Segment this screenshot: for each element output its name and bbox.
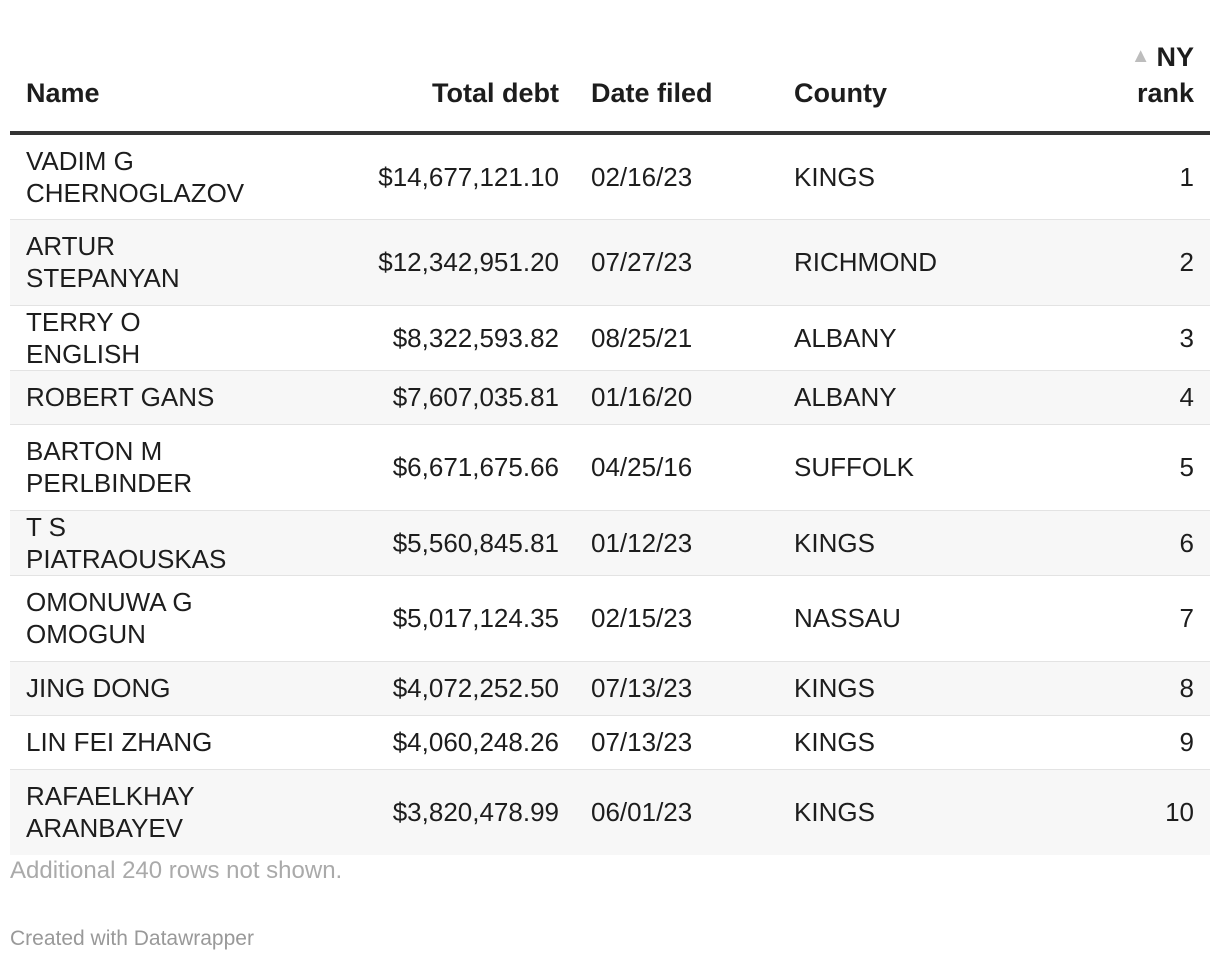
- table-row: JING DONG $4,072,252.50 07/13/23 KINGS 8: [10, 661, 1210, 716]
- table-row: BARTON M PERLBINDER $6,671,675.66 04/25/16…: [10, 424, 1210, 511]
- table-cell-total-debt: $12,342,951.20: [310, 219, 575, 306]
- column-header-ny-rank[interactable]: ▲ NY rank: [1038, 0, 1210, 135]
- table-cell-date-filed: 07/13/23: [575, 661, 778, 716]
- table-row: RAFAELKHAY ARANBAYEV $3,820,478.99 06/01/2…: [10, 769, 1210, 855]
- table-cell-ny-rank: 7: [1038, 575, 1210, 662]
- table-header: Name Total debt Date filed County ▲ NY ran…: [10, 0, 1210, 135]
- table-row: ROBERT GANS $7,607,035.81 01/16/20 ALBANY 4: [10, 370, 1210, 425]
- table-cell-name: VADIM G CHERNOGLAZOV: [10, 133, 310, 220]
- column-header-name-label: Name: [26, 78, 100, 108]
- table-cell-ny-rank: 5: [1038, 424, 1210, 511]
- table-cell-total-debt: $4,060,248.26: [310, 715, 575, 770]
- table-cell-total-debt: $6,671,675.66: [310, 424, 575, 511]
- datawrapper-credit[interactable]: Created with Datawrapper: [10, 927, 254, 950]
- table-cell-ny-rank: 1: [1038, 133, 1210, 220]
- table-row: ARTUR STEPANYAN $12,342,951.20 07/27/23 RIC…: [10, 219, 1210, 306]
- table-cell-date-filed: 01/16/20: [575, 370, 778, 425]
- table-cell-ny-rank: 8: [1038, 661, 1210, 716]
- column-header-county-label: County: [794, 78, 887, 108]
- table-cell-total-debt: $5,017,124.35: [310, 575, 575, 662]
- ny-rank-header-wrap: ▲ NY rank: [1131, 38, 1194, 111]
- table-cell-date-filed: 01/12/23: [575, 510, 778, 576]
- debt-table: Name Total debt Date filed County ▲ NY ran…: [10, 0, 1210, 855]
- table-cell-county: SUFFOLK: [778, 424, 1038, 511]
- table-cell-total-debt: $3,820,478.99: [310, 769, 575, 855]
- table-row: LIN FEI ZHANG $4,060,248.26 07/13/23 KINGS 9: [10, 715, 1210, 770]
- table-cell-name: BARTON M PERLBINDER: [10, 424, 310, 511]
- table-cell-ny-rank: 6: [1038, 510, 1210, 576]
- column-header-total-debt[interactable]: Total debt: [310, 0, 575, 135]
- table-cell-name: ARTUR STEPANYAN: [10, 219, 310, 306]
- table-body: VADIM G CHERNOGLAZOV $14,677,121.10 02/16/…: [10, 133, 1210, 855]
- table-cell-ny-rank: 4: [1038, 370, 1210, 425]
- table-cell-county: KINGS: [778, 715, 1038, 770]
- column-header-date-filed[interactable]: Date filed: [575, 0, 778, 135]
- table-cell-ny-rank: 10: [1038, 769, 1210, 855]
- column-header-name[interactable]: Name: [10, 0, 310, 135]
- sort-ascending-icon: ▲: [1130, 45, 1151, 67]
- table-row: VADIM G CHERNOGLAZOV $14,677,121.10 02/16/…: [10, 133, 1210, 220]
- table-row: T S PIATRAOUSKAS $5,560,845.81 01/12/23 KIN…: [10, 510, 1210, 576]
- column-header-total-debt-label: Total debt: [432, 78, 559, 108]
- table-cell-date-filed: 02/15/23: [575, 575, 778, 662]
- column-header-ny-rank-label: NY rank: [1136, 42, 1194, 108]
- table-cell-county: ALBANY: [778, 305, 1038, 371]
- table-cell-name: RAFAELKHAY ARANBAYEV: [10, 769, 310, 855]
- header-row: Name Total debt Date filed County ▲ NY ran…: [10, 0, 1210, 135]
- table-cell-ny-rank: 2: [1038, 219, 1210, 306]
- column-header-county[interactable]: County: [778, 0, 1038, 135]
- table-cell-date-filed: 04/25/16: [575, 424, 778, 511]
- table-cell-date-filed: 08/25/21: [575, 305, 778, 371]
- table-row: TERRY O ENGLISH $8,322,593.82 08/25/21 ALBA…: [10, 305, 1210, 371]
- table-cell-county: NASSAU: [778, 575, 1038, 662]
- table-cell-date-filed: 07/13/23: [575, 715, 778, 770]
- table-cell-name: OMONUWA G OMOGUN: [10, 575, 310, 662]
- table-cell-total-debt: $8,322,593.82: [310, 305, 575, 371]
- table-container: Name Total debt Date filed County ▲ NY ran…: [10, 0, 1210, 855]
- table-cell-date-filed: 06/01/23: [575, 769, 778, 855]
- table-cell-name: JING DONG: [10, 661, 310, 716]
- table-cell-county: KINGS: [778, 769, 1038, 855]
- table-cell-name: T S PIATRAOUSKAS: [10, 510, 310, 576]
- table-cell-date-filed: 02/16/23: [575, 133, 778, 220]
- table-cell-name: ROBERT GANS: [10, 370, 310, 425]
- table-cell-county: ALBANY: [778, 370, 1038, 425]
- table-cell-county: KINGS: [778, 661, 1038, 716]
- table-row: OMONUWA G OMOGUN $5,017,124.35 02/15/23 NAS…: [10, 575, 1210, 662]
- table-cell-county: KINGS: [778, 133, 1038, 220]
- table-cell-total-debt: $4,072,252.50: [310, 661, 575, 716]
- table-cell-name: TERRY O ENGLISH: [10, 305, 310, 371]
- table-cell-county: KINGS: [778, 510, 1038, 576]
- table-cell-ny-rank: 3: [1038, 305, 1210, 371]
- table-cell-total-debt: $5,560,845.81: [310, 510, 575, 576]
- table-cell-county: RICHMOND: [778, 219, 1038, 306]
- table-cell-total-debt: $7,607,035.81: [310, 370, 575, 425]
- table-cell-name: LIN FEI ZHANG: [10, 715, 310, 770]
- table-cell-date-filed: 07/27/23: [575, 219, 778, 306]
- table-cell-ny-rank: 9: [1038, 715, 1210, 770]
- column-header-date-filed-label: Date filed: [591, 78, 713, 108]
- more-rows-note: Additional 240 rows not shown.: [10, 857, 343, 884]
- table-cell-total-debt: $14,677,121.10: [310, 133, 575, 220]
